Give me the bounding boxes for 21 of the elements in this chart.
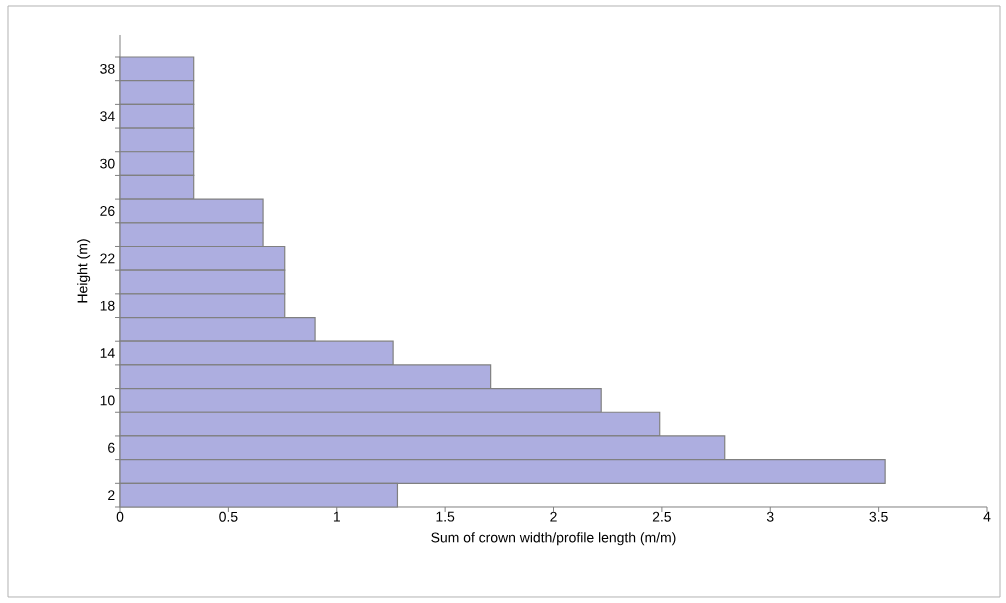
x-tick-label: 1.5 — [436, 511, 455, 522]
y-tick-label: 6 — [108, 442, 115, 453]
x-tick-label: 3 — [766, 511, 774, 522]
x-tick-label: 2 — [550, 511, 557, 522]
y-tick-label: 34 — [100, 111, 115, 122]
y-tick-label: 10 — [100, 395, 115, 406]
y-tick-label: 14 — [100, 348, 115, 358]
y-tick-label: 30 — [100, 158, 115, 169]
y-tick-label: 22 — [100, 253, 115, 264]
y-tick-label: 2 — [108, 490, 115, 501]
x-tick-label: 4 — [983, 511, 991, 522]
x-tick-label: 3.5 — [869, 511, 888, 522]
x-tick-label: 0 — [116, 511, 124, 522]
x-tick-label: 2.5 — [652, 511, 671, 522]
y-axis-title: Height (m) — [77, 239, 91, 303]
y-tick-label: 18 — [100, 300, 115, 311]
y-tick-label: 38 — [100, 63, 115, 74]
x-tick-label: 0.5 — [219, 511, 238, 522]
y-tick-label: 26 — [100, 206, 115, 216]
x-axis-title: Sum of crown width/profile length (m/m) — [431, 532, 676, 546]
x-tick-label: 1 — [333, 511, 340, 522]
